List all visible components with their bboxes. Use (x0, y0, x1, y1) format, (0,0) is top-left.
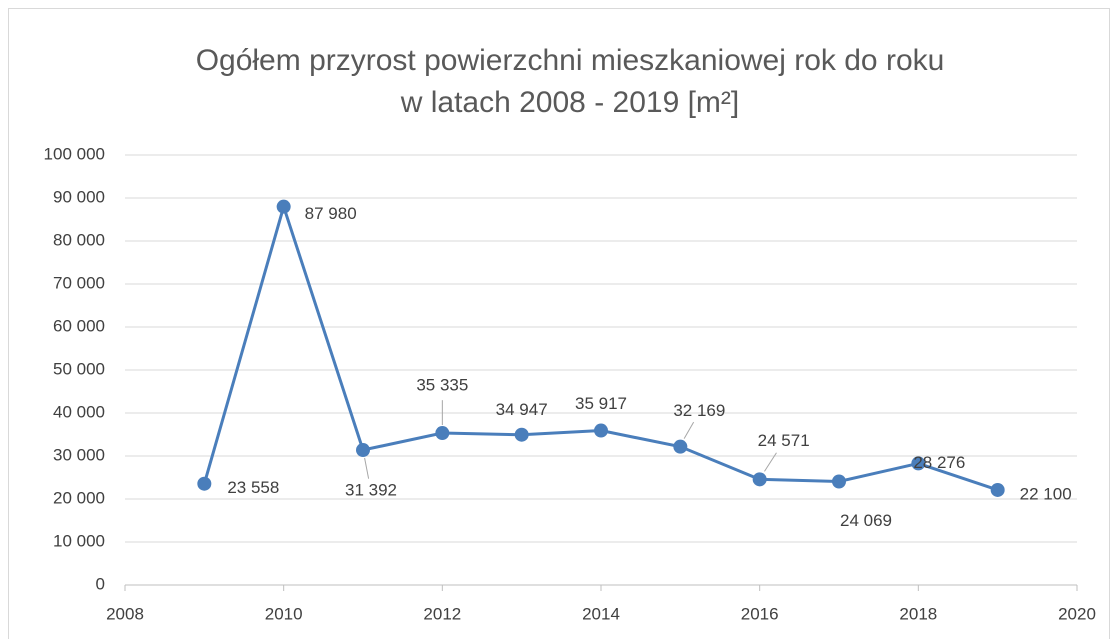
data-label: 87 980 (305, 204, 357, 223)
data-label: 34 947 (496, 400, 548, 419)
point (514, 427, 529, 442)
y-tick-label: 0 (96, 574, 105, 593)
data-label: 31 392 (345, 480, 397, 499)
point (435, 426, 450, 441)
point (832, 474, 846, 489)
leader-line (764, 452, 777, 472)
y-tick-label: 70 000 (53, 273, 105, 292)
point (990, 482, 1005, 497)
y-tick-label: 80 000 (53, 230, 105, 249)
point (197, 476, 212, 491)
y-tick-label: 10 000 (53, 531, 105, 550)
y-tick-label: 20 000 (53, 488, 105, 507)
data-label: 24 069 (840, 511, 892, 530)
data-label: 35 335 (416, 376, 468, 395)
data-label: 35 917 (575, 394, 627, 413)
x-tick-label: 2016 (741, 604, 779, 623)
y-tick-label: 60 000 (53, 316, 105, 335)
y-tick-label: 40 000 (53, 402, 105, 421)
data-label: 28 276 (913, 453, 965, 472)
point (356, 443, 370, 458)
leader-line (683, 421, 695, 439)
y-tick-label: 30 000 (53, 445, 105, 464)
x-tick-label: 2014 (582, 604, 620, 623)
x-tick-label: 2010 (265, 604, 303, 623)
data-label: 32 169 (673, 401, 725, 420)
x-tick-label: 2012 (423, 604, 461, 623)
chart-border (8, 8, 1110, 639)
data-label: 23 558 (227, 478, 279, 497)
x-tick-label: 2020 (1058, 604, 1096, 623)
leader-line (364, 457, 370, 479)
x-tick-label: 2008 (106, 604, 144, 623)
y-tick-label: 100 000 (44, 144, 105, 163)
data-label: 24 571 (758, 431, 810, 450)
point (673, 439, 688, 454)
y-tick-label: 50 000 (53, 359, 105, 378)
data-label: 22 100 (1020, 484, 1072, 503)
x-tick-label: 2018 (899, 604, 937, 623)
chart-title: Ogółem przyrost powierzchni mieszkaniowe… (196, 44, 945, 77)
chart-title: w latach 2008 - 2019 [m²] (400, 86, 740, 119)
point (911, 456, 926, 471)
point (752, 472, 767, 487)
point (276, 199, 291, 214)
y-tick-label: 90 000 (53, 187, 105, 206)
point (594, 423, 608, 438)
